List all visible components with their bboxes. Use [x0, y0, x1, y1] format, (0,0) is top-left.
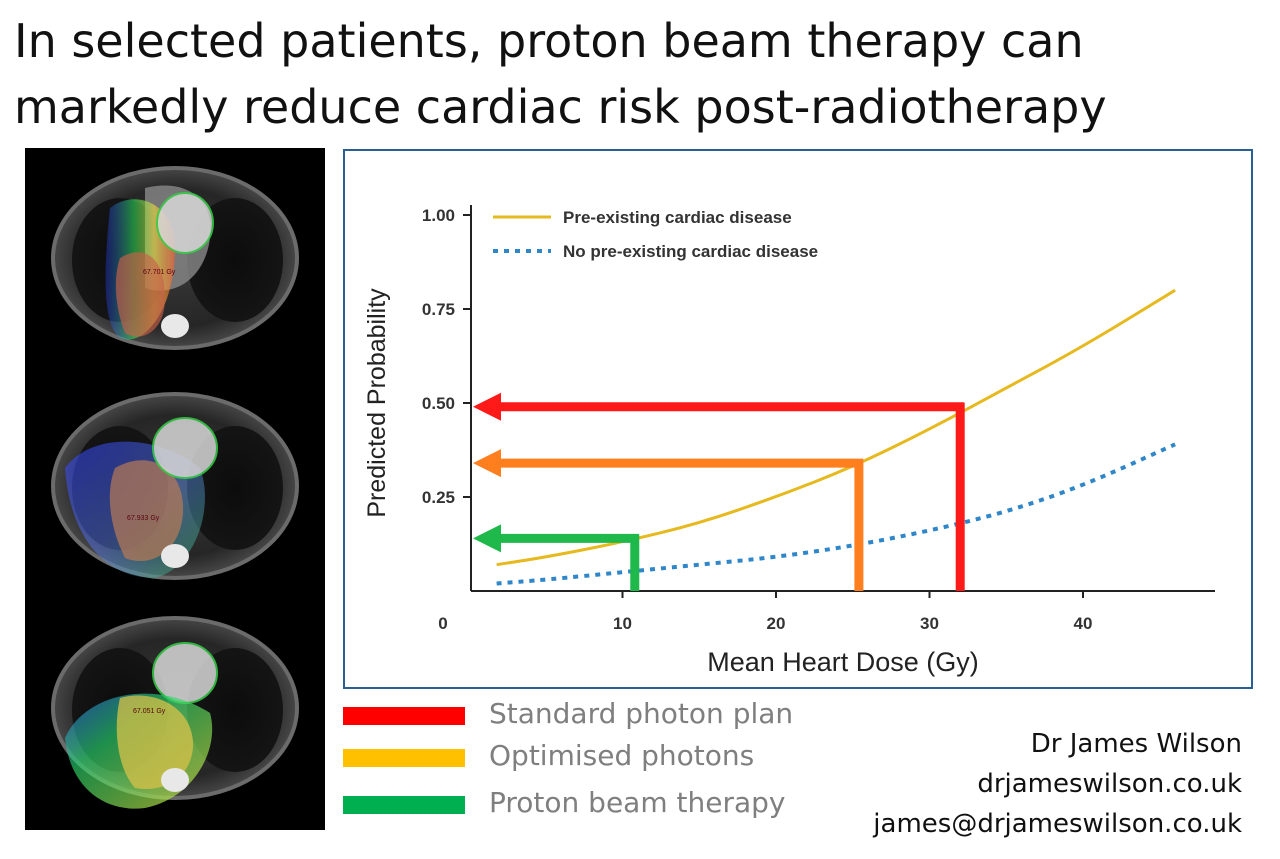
- chart-legend-label: Pre-existing cardiac disease: [563, 208, 792, 227]
- legend-item-optimised: Optimised photons: [343, 739, 823, 783]
- x-tick-label: 40: [1074, 614, 1093, 633]
- x-axis-label: Mean Heart Dose (Gy): [707, 647, 979, 677]
- chart-legend-label: No pre-existing cardiac disease: [563, 242, 818, 261]
- ct-scan-images: 67.701 Gy 67.933 Gy 67.051 Gy: [51, 166, 299, 809]
- series-line-no-preexisting: [496, 442, 1176, 586]
- dose-label: 67.933 Gy: [127, 515, 160, 522]
- chart-container: 0.25 0.50 0.75 1.00 0 10 20 30 40 Mean Heart Dose…: [343, 149, 1253, 689]
- risk-chart: 0.25 0.50 0.75 1.00 0 10 20 30 40 Mean Heart Dose…: [363, 205, 1215, 677]
- slide-title: In selected patients, proton beam therap…: [14, 14, 1107, 134]
- legend-swatch: [343, 749, 465, 767]
- legend-label: Proton beam therapy: [489, 786, 786, 819]
- dose-label: 67.701 Gy: [143, 269, 176, 276]
- series-line-preexisting: [496, 288, 1176, 567]
- legend-label: Standard photon plan: [489, 697, 794, 730]
- x-tick-label: 30: [920, 614, 939, 633]
- y-tick-label: 1.00: [422, 206, 455, 225]
- annotation-arrowhead-1: [473, 449, 501, 478]
- x-tick-label: 10: [613, 614, 632, 633]
- author-name: Dr James Wilson: [1030, 729, 1242, 759]
- y-tick-label: 0.75: [422, 300, 455, 319]
- legend-item-standard: Standard photon plan: [343, 697, 823, 741]
- annotation-arrowhead-0: [473, 392, 501, 421]
- annotation-arrowhead-2: [473, 524, 501, 553]
- treatment-legend: Standard photon plan Optimised photons P…: [343, 697, 823, 837]
- x-tick-label: 0: [438, 614, 447, 633]
- y-tick-label: 0.25: [422, 488, 455, 507]
- legend-swatch: [343, 707, 465, 725]
- legend-swatch: [343, 796, 465, 814]
- proton-scan: 67.051 Gy: [51, 616, 299, 809]
- x-tick-label: 20: [767, 614, 786, 633]
- author-website[interactable]: drjameswilson.co.uk: [977, 769, 1242, 799]
- y-tick-label: 0.50: [422, 394, 455, 413]
- author-block: Dr James Wilson drjameswilson.co.uk jame…: [873, 724, 1242, 844]
- ct-scan-panel: 67.701 Gy 67.933 Gy 67.051 Gy: [25, 148, 325, 830]
- standard-photon-scan: 67.701 Gy: [51, 166, 299, 350]
- legend-item-proton: Proton beam therapy: [343, 786, 823, 830]
- y-axis-label: Predicted Probability: [363, 288, 391, 518]
- legend-label: Optimised photons: [489, 739, 755, 772]
- author-email[interactable]: james@drjameswilson.co.uk: [873, 809, 1242, 839]
- dose-label: 67.051 Gy: [133, 708, 166, 715]
- optimised-photon-scan: 67.933 Gy: [51, 392, 299, 580]
